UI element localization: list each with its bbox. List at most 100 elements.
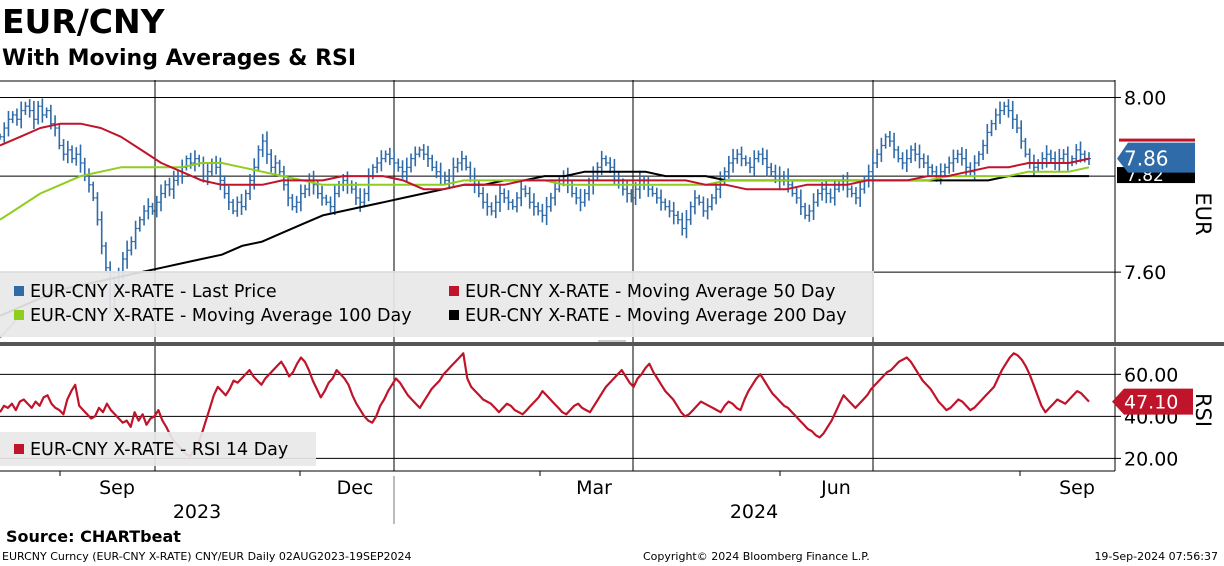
price-bar	[269, 149, 274, 173]
price-bar	[201, 156, 206, 183]
x-month-label: Sep	[1059, 477, 1095, 499]
price-bar	[709, 194, 714, 211]
price-bar	[828, 188, 833, 204]
price-bar	[680, 212, 685, 236]
price-bar	[824, 179, 829, 204]
legend-swatch	[14, 286, 24, 296]
price-bar	[150, 202, 155, 215]
price-bar	[442, 171, 447, 185]
price-bar	[159, 184, 164, 212]
price-bar	[752, 150, 757, 176]
price-bar	[1002, 101, 1007, 116]
price-bar	[197, 154, 202, 167]
price-bar	[510, 199, 515, 210]
rsi-legend-box	[0, 432, 316, 466]
legend-entry: EUR-CNY X-RATE - Moving Average 100 Day	[14, 306, 412, 326]
rsi-tick-label: 60.00	[1124, 364, 1178, 386]
x-month-label: Sep	[99, 477, 135, 499]
price-bar	[86, 168, 91, 193]
price-bar	[425, 145, 430, 167]
price-bar	[171, 170, 176, 199]
price-bar	[455, 157, 460, 173]
price-bar	[951, 149, 956, 173]
price-bar	[328, 196, 333, 213]
price-bar	[608, 157, 613, 174]
price-bar	[781, 170, 786, 186]
price-bar	[553, 181, 558, 206]
legend-swatch	[449, 310, 459, 320]
rsi-tick-label: 20.00	[1124, 448, 1178, 470]
price-bar	[65, 140, 70, 164]
price-bar	[629, 189, 634, 203]
price-bar	[904, 149, 909, 173]
legend-swatch	[449, 286, 459, 296]
price-bar	[277, 159, 282, 175]
price-bar	[40, 98, 45, 123]
price-bar	[303, 184, 308, 198]
legend-entry: EUR-CNY X-RATE - Moving Average 50 Day	[449, 282, 835, 302]
price-bar	[1044, 145, 1049, 168]
price-bar	[421, 144, 426, 160]
price-bar	[803, 202, 808, 220]
x-month-label: Jun	[820, 477, 851, 499]
price-bar	[209, 158, 214, 177]
price-bar	[976, 151, 981, 167]
rsi-tag-label: 47.10	[1124, 392, 1178, 414]
price-bar	[485, 193, 490, 216]
price-bar	[663, 198, 668, 211]
price-bar	[794, 187, 799, 204]
price-bar	[930, 164, 935, 175]
x-year-label: 2023	[173, 501, 221, 523]
price-bar	[625, 180, 630, 203]
price-bar	[404, 157, 409, 182]
price-bar	[735, 149, 740, 164]
chart-subtitle: With Moving Averages & RSI	[2, 46, 357, 71]
price-bar	[942, 163, 947, 176]
price-bar	[633, 182, 638, 205]
price-bar	[260, 134, 265, 157]
price-bar	[438, 162, 443, 186]
price-bar	[981, 139, 986, 160]
price-bar	[544, 196, 549, 226]
price-bar	[345, 171, 350, 194]
price-bar	[989, 119, 994, 137]
price-bar	[353, 182, 358, 205]
price-bar	[23, 101, 28, 116]
price-bar	[226, 185, 231, 210]
price-bar	[667, 200, 672, 218]
price-bar	[142, 205, 147, 226]
price-bar	[731, 148, 736, 173]
price-bar	[807, 204, 812, 222]
price-bar	[756, 150, 761, 163]
price-bar	[1036, 159, 1041, 172]
price-bar	[684, 210, 689, 239]
timestamp-text: 19-Sep-2024 07:56:37	[1094, 550, 1218, 563]
price-bar	[519, 180, 524, 207]
price-bar	[777, 166, 782, 191]
price-bar	[692, 190, 697, 215]
price-bar	[654, 187, 659, 204]
price-bar	[1040, 152, 1045, 170]
price-bar	[858, 180, 863, 207]
price-bar	[464, 155, 469, 171]
x-month-label: Mar	[576, 477, 612, 499]
price-bar	[332, 185, 337, 216]
price-bar	[862, 175, 867, 194]
price-bar	[1065, 146, 1070, 171]
legend-label: EUR-CNY X-RATE - Moving Average 100 Day	[30, 306, 412, 326]
price-bar	[1053, 151, 1058, 171]
price-bar	[307, 173, 312, 197]
price-bar	[650, 186, 655, 197]
price-bar	[523, 185, 528, 198]
price-bar	[175, 170, 180, 186]
price-axis-title: EUR	[1191, 192, 1215, 235]
price-bar	[430, 154, 435, 172]
price-bar	[900, 152, 905, 170]
price-bar	[294, 195, 299, 214]
price-bar	[14, 108, 19, 126]
price-bar	[514, 192, 519, 213]
price-bar	[379, 150, 384, 172]
price-bar	[146, 198, 151, 220]
chart-title: EUR/CNY	[2, 2, 165, 41]
price-bar	[214, 155, 219, 175]
